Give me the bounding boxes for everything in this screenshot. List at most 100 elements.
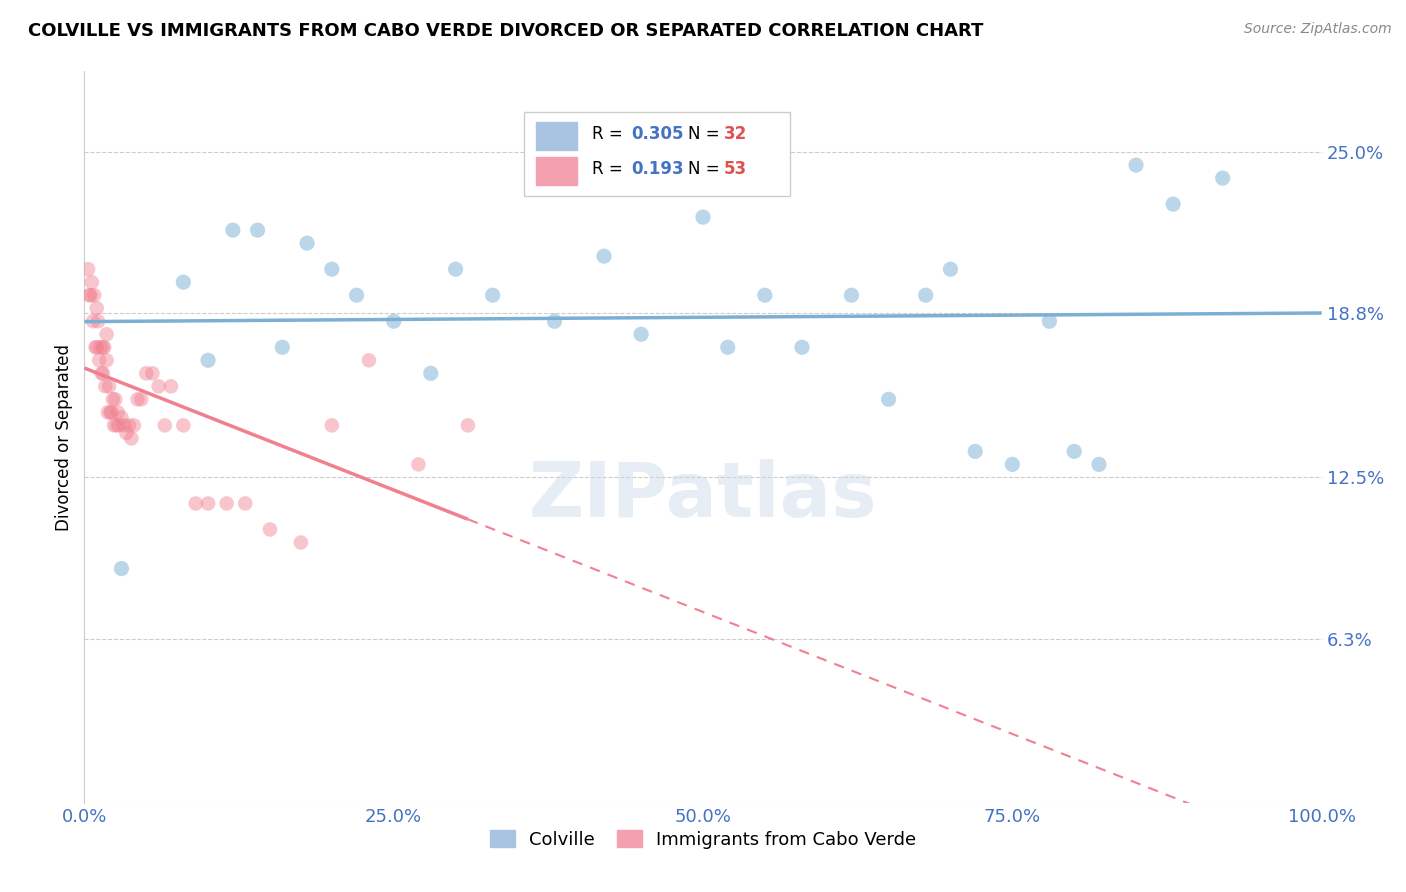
Point [1125,158,1147,172]
Point [481,288,503,302]
Point [135,367,157,381]
Point [77,262,100,277]
Point [259,523,281,537]
Text: 53: 53 [724,160,747,178]
Point [290,535,312,549]
Text: 0.305: 0.305 [631,125,683,143]
Point [630,327,652,342]
Point [841,288,863,302]
Point [122,418,145,433]
Text: N =: N = [688,160,725,178]
Point [79,288,101,302]
Point [172,418,194,433]
Point [91,367,114,381]
Point [184,496,207,510]
Legend: Colville, Immigrants from Cabo Verde: Colville, Immigrants from Cabo Verde [482,822,924,856]
Point [97,405,120,419]
Point [1212,171,1234,186]
Point [96,327,118,342]
Point [382,314,405,328]
Point [271,340,294,354]
Point [346,288,368,302]
Point [84,340,107,354]
Point [408,458,430,472]
Point [112,418,135,433]
FancyBboxPatch shape [536,122,576,150]
Point [197,496,219,510]
Point [457,418,479,433]
Point [222,223,245,237]
Point [1088,458,1111,472]
Point [82,314,104,328]
Point [1063,444,1085,458]
Point [197,353,219,368]
Point [83,288,105,302]
Point [80,275,103,289]
Point [108,418,131,433]
Point [246,223,269,237]
Text: R =: R = [592,160,633,178]
Point [115,426,138,441]
Point [141,367,163,381]
Point [89,340,111,354]
FancyBboxPatch shape [523,112,790,195]
Text: 0.193: 0.193 [631,160,683,178]
Point [103,418,125,433]
Point [98,405,121,419]
Point [965,444,987,458]
Point [127,392,149,407]
Point [94,379,117,393]
Point [93,340,115,354]
Text: COLVILLE VS IMMIGRANTS FROM CABO VERDE DIVORCED OR SEPARATED CORRELATION CHART: COLVILLE VS IMMIGRANTS FROM CABO VERDE D… [28,22,983,40]
FancyBboxPatch shape [536,157,576,185]
Point [543,314,565,328]
Point [692,210,714,224]
Point [118,418,141,433]
Text: ZIPatlas: ZIPatlas [529,458,877,533]
Y-axis label: Divorced or Separated: Divorced or Separated [55,343,73,531]
Point [79,288,101,302]
Text: 32: 32 [724,125,747,143]
Point [717,340,740,354]
Point [129,392,152,407]
Point [100,405,122,419]
Point [96,353,118,368]
Point [110,561,132,575]
Point [877,392,900,407]
Point [939,262,962,277]
Point [89,353,111,368]
Text: R =: R = [592,125,627,143]
Point [105,418,128,433]
Point [914,288,936,302]
Point [419,367,441,381]
Point [91,340,114,354]
Point [295,236,318,251]
Point [86,340,108,354]
Point [86,301,108,316]
Point [233,496,256,510]
Point [444,262,467,277]
Point [107,405,129,419]
Point [101,392,124,407]
Point [120,431,142,445]
Point [110,410,132,425]
Point [593,249,616,263]
Point [104,392,127,407]
Point [754,288,776,302]
Point [160,379,183,393]
Point [90,367,112,381]
Point [1001,458,1024,472]
Text: Source: ZipAtlas.com: Source: ZipAtlas.com [1244,22,1392,37]
Point [357,353,380,368]
Point [1038,314,1060,328]
Point [321,262,343,277]
Point [1161,197,1184,211]
Point [172,275,194,289]
Point [148,379,170,393]
Point [153,418,176,433]
Text: N =: N = [688,125,725,143]
Point [87,314,110,328]
Point [215,496,238,510]
Point [321,418,343,433]
Point [98,379,121,393]
